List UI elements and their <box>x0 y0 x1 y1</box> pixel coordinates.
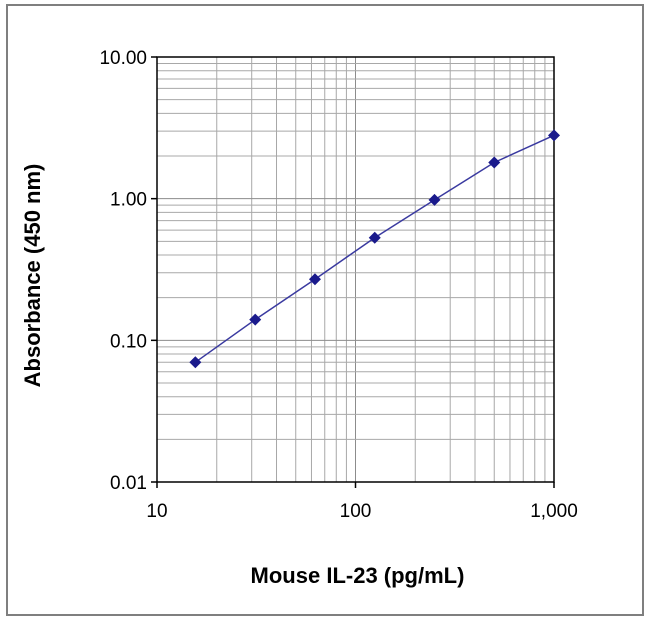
data-point <box>488 156 501 169</box>
series-layer <box>189 129 560 369</box>
x-axis-ticks: 10 100 1,000 <box>146 482 578 522</box>
data-point <box>189 356 202 369</box>
data-point <box>249 313 262 326</box>
x-tick-label: 1,000 <box>530 501 578 522</box>
data-point <box>308 273 321 286</box>
y-tick-label: 0.01 <box>110 473 147 494</box>
data-point <box>548 129 560 142</box>
y-tick-label: 0.10 <box>110 331 147 352</box>
x-tick-label: 100 <box>340 501 372 522</box>
y-axis-ticks: 10.00 1.00 0.10 0.01 <box>99 48 157 494</box>
x-tick-label: 10 <box>146 501 167 522</box>
y-tick-label: 1.00 <box>110 190 147 211</box>
data-point <box>368 231 381 244</box>
y-tick-label: 10.00 <box>99 48 147 69</box>
y-axis-title: Absorbance (450 nm) <box>20 164 45 388</box>
data-point <box>428 193 441 206</box>
grid <box>157 57 554 482</box>
x-axis-title: Mouse IL-23 (pg/mL) <box>251 563 465 588</box>
series-line <box>194 134 555 363</box>
